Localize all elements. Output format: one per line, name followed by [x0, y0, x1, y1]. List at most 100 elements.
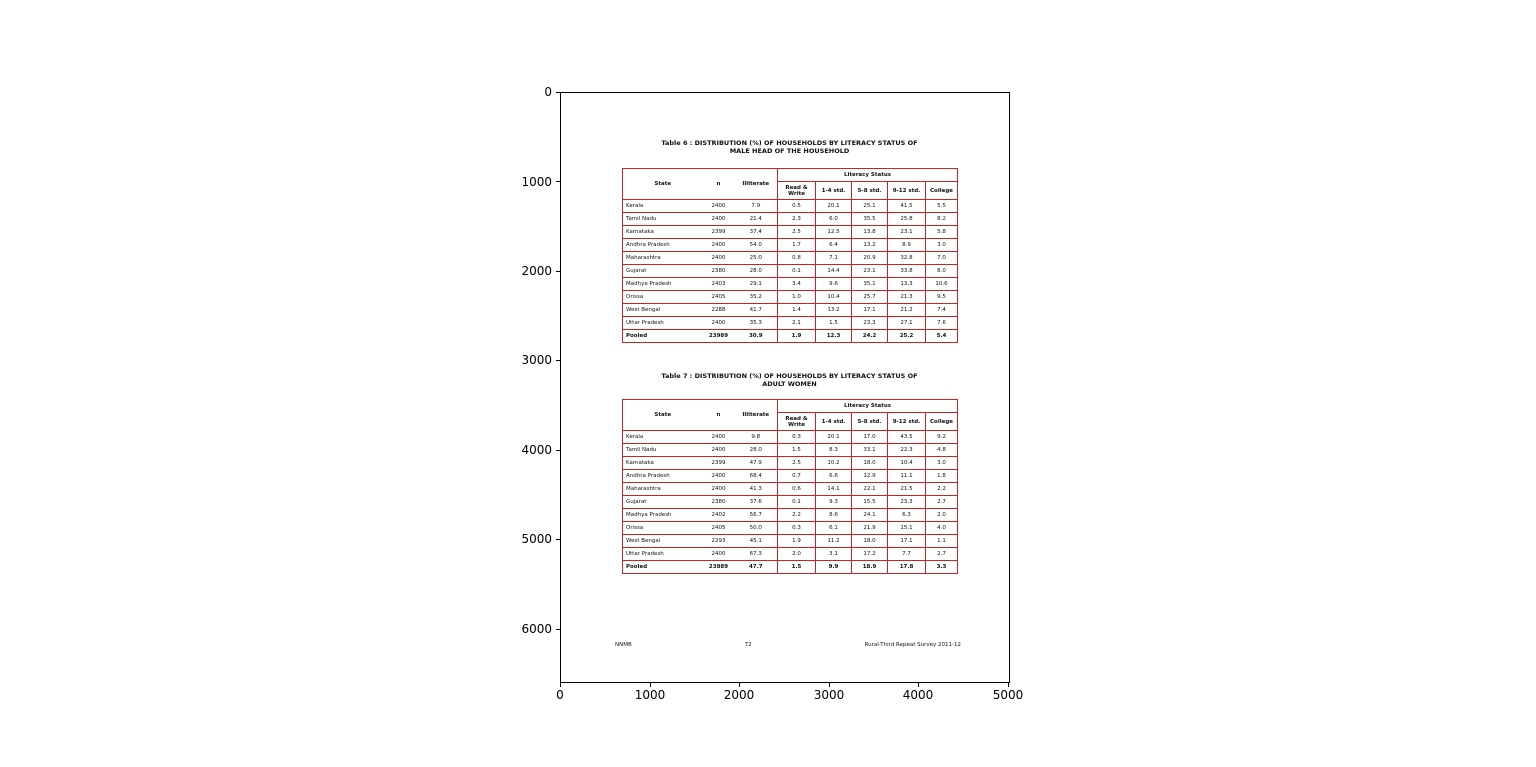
table6-title-line1: Table 6 : DISTRIBUTION (%) OF HOUSEHOLDS… — [661, 139, 918, 147]
value-cell: 17.1 — [851, 303, 888, 317]
value-cell: 1.5 — [777, 443, 816, 457]
table-row: Pooled 23989 30.9 1.9 12.3 24.2 25.2 5.4 — [622, 329, 958, 343]
value-cell: 1.8 — [924, 469, 958, 483]
table-row: Karnataka 2399 37.4 2.5 12.5 13.8 23.1 5.8 — [622, 225, 958, 239]
table-row: Pooled 23889 47.7 1.5 9.9 18.9 17.8 3.3 — [622, 560, 958, 574]
column-header: Read & Write — [777, 412, 816, 431]
column-header-row: Read & Write 1-4 std. 5-8 std. 9-12 std.… — [623, 181, 958, 200]
state-cell: Madhya Pradesh — [622, 277, 703, 291]
footer-survey-label: Rural-Third Repeat Survey 2011-12 — [864, 642, 961, 648]
value-cell: 11.2 — [815, 534, 852, 548]
value-cell: 20.9 — [851, 251, 888, 265]
value-cell: 8.9 — [887, 238, 926, 252]
value-cell: 13.2 — [815, 303, 852, 317]
value-cell: 41.5 — [887, 199, 926, 213]
value-cell: 4.8 — [924, 443, 958, 457]
value-cell: 2405 — [702, 521, 735, 535]
value-cell: 0.8 — [777, 251, 816, 265]
value-cell: 47.7 — [734, 560, 778, 574]
table-row: Karnataka 2399 47.9 2.5 10.2 18.0 10.4 3.0 — [622, 456, 958, 470]
tick-mark — [556, 629, 560, 630]
page-footer: NNMB 72 Rural-Third Repeat Survey 2011-1… — [615, 642, 961, 648]
value-cell: 2399 — [702, 456, 735, 470]
value-cell: 9.8 — [734, 430, 778, 444]
value-cell: 2400 — [702, 199, 735, 213]
value-cell: 10.4 — [887, 456, 926, 470]
x-tick-label: 0 — [556, 688, 564, 702]
value-cell: 25.1 — [851, 199, 888, 213]
value-cell: 13.8 — [851, 225, 888, 239]
value-cell: 17.8 — [887, 560, 926, 574]
value-cell: 18.0 — [851, 456, 888, 470]
tick-mark — [556, 450, 560, 451]
column-header: State — [622, 168, 703, 200]
value-cell: 2380 — [702, 495, 735, 509]
value-cell: 2400 — [702, 469, 735, 483]
value-cell: 28.0 — [734, 443, 778, 457]
table-row: Orissa 2405 50.0 0.3 6.1 21.9 15.1 4.0 — [622, 521, 958, 535]
value-cell: 1.7 — [777, 238, 816, 252]
column-header: 5-8 std. — [851, 181, 888, 200]
value-cell: 2400 — [702, 251, 735, 265]
value-cell: 1.9 — [777, 329, 816, 343]
value-cell: 18.9 — [851, 560, 888, 574]
value-cell: 14.4 — [815, 264, 852, 278]
value-cell: 35.1 — [851, 277, 888, 291]
value-cell: 6.3 — [887, 508, 926, 522]
value-cell: 17.0 — [851, 430, 888, 444]
table-row: Uttar Pradesh 2400 67.3 2.0 3.1 17.2 7.7 2.7 — [622, 547, 958, 561]
tick-mark — [1008, 683, 1009, 687]
x-tick-label: 2000 — [723, 688, 755, 702]
y-tick-label: 2000 — [521, 264, 552, 278]
column-header: College — [924, 181, 958, 200]
table-row: Kerala 2400 9.8 0.3 20.1 17.0 43.5 9.2 — [622, 430, 958, 444]
state-cell: Pooled — [622, 329, 703, 343]
value-cell: 21.4 — [734, 212, 778, 226]
value-cell: 7.7 — [887, 547, 926, 561]
value-cell: 2.2 — [924, 482, 958, 496]
column-header: Read & Write — [777, 181, 816, 200]
value-cell: 7.1 — [815, 251, 852, 265]
value-cell: 13.2 — [851, 238, 888, 252]
group-header-row: State n Illiterate Literacy Status — [622, 168, 958, 200]
group-header-row: State n Illiterate Literacy Status — [622, 399, 958, 431]
value-cell: 23.3 — [851, 316, 888, 330]
value-cell: 23.3 — [887, 495, 926, 509]
state-cell: Andhra Pradesh — [622, 469, 703, 483]
table-row: Tamil Nadu 2400 21.4 2.3 6.0 35.5 25.8 8.2 — [622, 212, 958, 226]
value-cell: 0.3 — [777, 430, 816, 444]
value-cell: 9.6 — [815, 277, 852, 291]
tick-mark — [560, 683, 561, 687]
value-cell: 28.0 — [734, 264, 778, 278]
value-cell: 2293 — [702, 534, 735, 548]
table6-title: Table 6 : DISTRIBUTION (%) OF HOUSEHOLDS… — [622, 139, 957, 155]
column-header: State — [622, 399, 703, 431]
value-cell: 6.4 — [815, 238, 852, 252]
tick-mark — [739, 683, 740, 687]
value-cell: 2.7 — [924, 495, 958, 509]
value-cell: 17.2 — [851, 547, 888, 561]
value-cell: 21.2 — [887, 303, 926, 317]
value-cell: 1.5 — [777, 560, 816, 574]
value-cell: 8.2 — [924, 212, 958, 226]
value-cell: 18.0 — [851, 534, 888, 548]
state-cell: Kerala — [622, 430, 703, 444]
footer-org-label: NNMB — [615, 642, 632, 648]
value-cell: 15.1 — [887, 521, 926, 535]
value-cell: 22.1 — [851, 482, 888, 496]
literacy-table-adult-women: State n Illiterate Literacy Status Read … — [622, 399, 959, 574]
value-cell: 23.1 — [851, 264, 888, 278]
table-row: Andhra Pradesh 2400 54.0 1.7 6.4 13.2 8.9 3.0 — [622, 238, 958, 252]
table-row: Madhya Pradesh 2402 56.7 2.2 8.6 24.1 6.3 2.0 — [622, 508, 958, 522]
value-cell: 3.0 — [924, 238, 958, 252]
value-cell: 23.1 — [887, 225, 926, 239]
value-cell: 27.1 — [887, 316, 926, 330]
y-tick-label: 4000 — [521, 443, 552, 457]
value-cell: 7.6 — [924, 316, 958, 330]
state-cell: Orissa — [622, 521, 703, 535]
value-cell: 0.1 — [777, 495, 816, 509]
value-cell: 0.3 — [777, 521, 816, 535]
value-cell: 25.2 — [887, 329, 926, 343]
table-row: Uttar Pradesh 2400 35.3 2.1 1.5 23.3 27.1 7.6 — [622, 316, 958, 330]
state-cell: Tamil Nadu — [622, 443, 703, 457]
